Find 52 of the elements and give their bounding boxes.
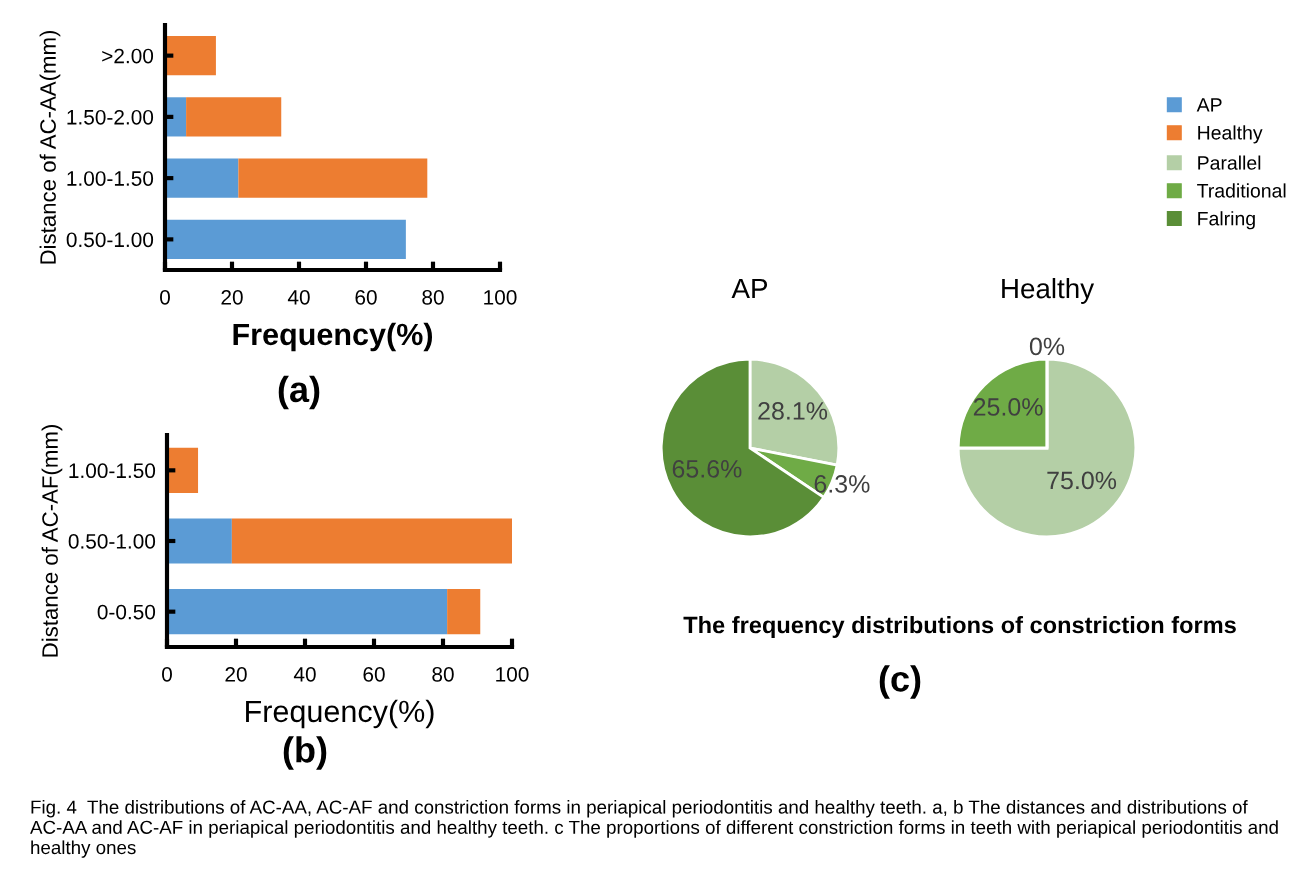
bar xyxy=(447,589,481,635)
y-tick-label: >2.00 xyxy=(102,48,154,64)
y-tick-label: 0.50-1.00 xyxy=(68,534,156,549)
bar xyxy=(167,589,448,635)
pie-slice xyxy=(956,357,1138,539)
x-axis-title: Frequency(%) xyxy=(246,699,434,729)
y-tick-label: 0.50-1.00 xyxy=(66,232,154,248)
text: The frequency distributions of constriction forms xyxy=(683,615,1236,638)
x-tick-label: 80 xyxy=(422,289,444,305)
data-label: 28.1% xyxy=(758,402,828,420)
bar xyxy=(165,158,239,198)
text: 0% xyxy=(1029,337,1065,356)
x-tick-label: 100 xyxy=(496,666,529,682)
legend-label: AP xyxy=(1196,98,1222,112)
data-label: 65.6% xyxy=(672,460,742,478)
bar xyxy=(231,518,512,564)
x-tick-label: 60 xyxy=(363,666,385,682)
x-tick-label: 100 xyxy=(484,289,517,305)
x-axis-title: Frequency(%) xyxy=(233,322,433,352)
legend-label: Healthy xyxy=(1198,125,1263,144)
x-tick-label: 20 xyxy=(221,289,243,305)
bar xyxy=(238,158,428,198)
text: (b) xyxy=(283,736,327,770)
x-tick-label: 0 xyxy=(162,666,172,682)
text: AP xyxy=(731,279,768,299)
x-tick-label: 60 xyxy=(355,289,377,305)
bar xyxy=(165,97,187,137)
bar xyxy=(186,97,282,137)
x-tick-label: 40 xyxy=(287,289,310,305)
bar xyxy=(167,518,232,564)
x-tick-label: 0 xyxy=(160,289,170,305)
data-label: 25.0% xyxy=(973,398,1043,416)
chart-title: Healthy xyxy=(1002,277,1095,304)
x-tick-label: 80 xyxy=(432,666,454,682)
legend-label: Falring xyxy=(1198,211,1255,230)
y-axis-title: Distance of AC-AA(mm) xyxy=(39,30,61,264)
bar xyxy=(165,36,216,76)
text: (c) xyxy=(879,665,921,699)
y-tick-label: 0-0.50 xyxy=(97,604,156,620)
bar xyxy=(167,447,199,493)
x-tick-label: 40 xyxy=(293,666,316,682)
y-axis-title: Distance of AC-AF(mm) xyxy=(41,425,63,657)
y-tick-label: 1.50-2.00 xyxy=(67,109,154,125)
x-tick-label: 20 xyxy=(225,666,247,682)
bar xyxy=(165,219,406,259)
text: (a) xyxy=(278,375,320,410)
y-tick-label: 1.00-1.50 xyxy=(67,171,154,186)
caption: Fig. 4 The distributions of AC-AA, AC-AF and constriction forms in periapical periodontitis and healthy teeth. a, b The distances and distributions of AC-AA and AC-AF in periapical periodontitis and healthy teeth. c The proportions of different constriction forms in teeth with periapical periodontitis and healthy ones xyxy=(30,800,1278,858)
y-tick-label: 1.00-1.50 xyxy=(69,463,156,479)
legend-label: Parallel xyxy=(1198,155,1261,170)
data-label: 75.0% xyxy=(1047,471,1117,490)
legend-label: Traditional xyxy=(1197,183,1286,198)
